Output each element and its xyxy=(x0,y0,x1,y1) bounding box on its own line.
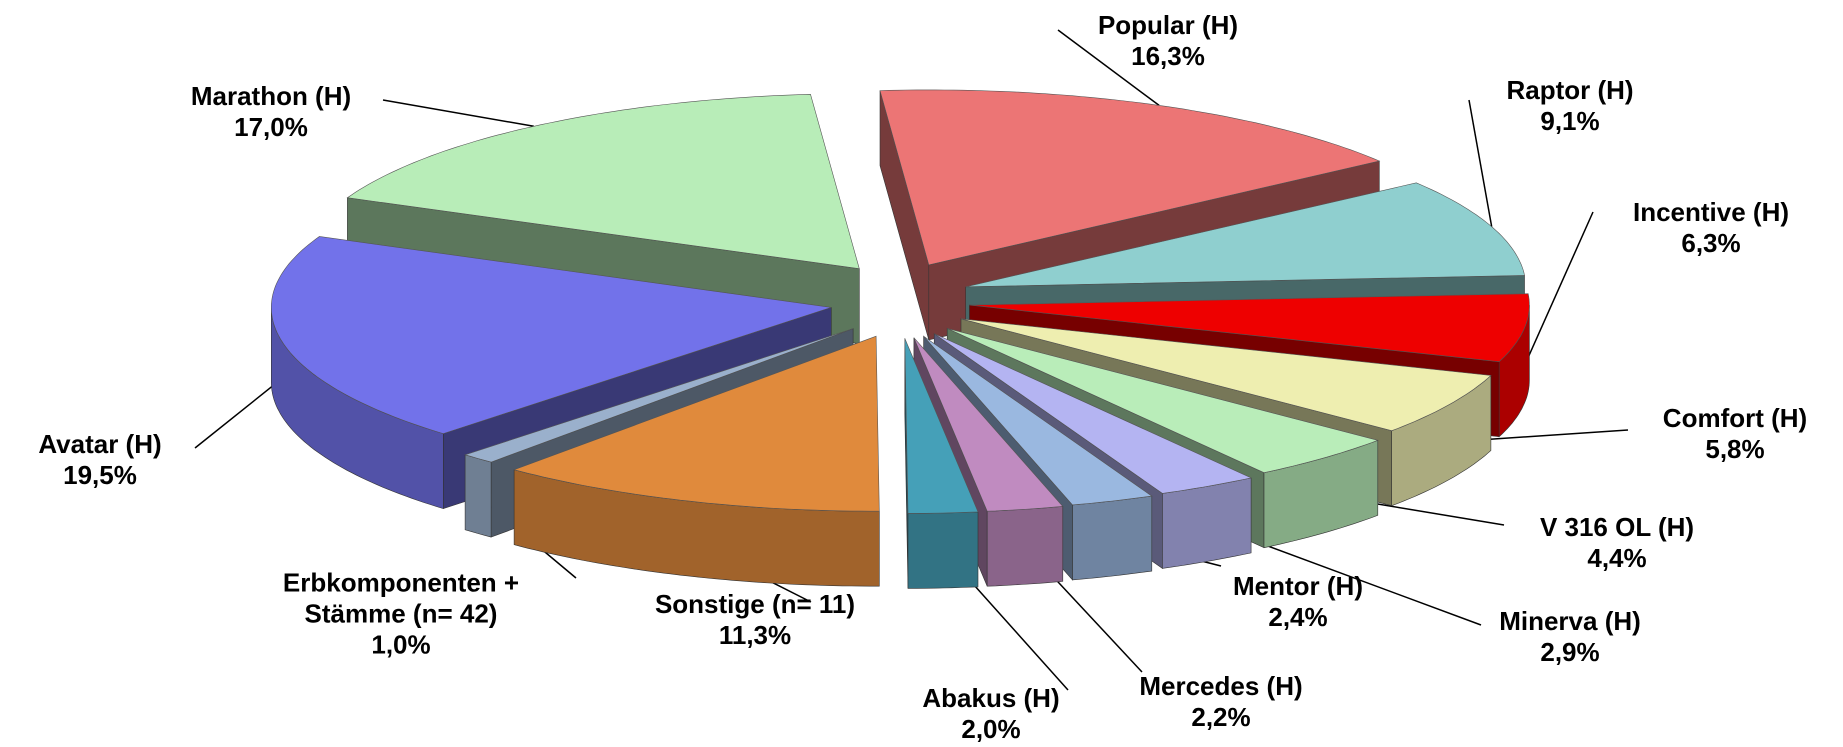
slice-name: Avatar (H) xyxy=(38,429,162,459)
leader-line xyxy=(1057,29,1160,107)
slice-label: Avatar (H) 19,5% xyxy=(38,429,161,491)
slice-value: 11,3% xyxy=(718,620,792,650)
slice-top xyxy=(464,328,854,463)
slice-label: Marathon (H) 17,0% xyxy=(191,81,351,143)
slice-top xyxy=(346,93,860,270)
slice-name: Abakus (H) xyxy=(922,683,1060,713)
slice-top xyxy=(934,333,1253,494)
slice-name: Comfort (H) xyxy=(1662,403,1808,433)
slice-value: 16,3% xyxy=(1131,41,1205,71)
slice-name: Minerva (H) xyxy=(1499,606,1641,636)
slice-top xyxy=(965,182,1525,288)
slice xyxy=(513,335,880,587)
slice-name: Mercedes (H) xyxy=(1139,671,1303,701)
slice-name: Incentive (H) xyxy=(1632,197,1790,227)
leader-line xyxy=(194,378,283,449)
slice-value: 19,5% xyxy=(63,460,137,490)
slice-label: Popular (H) 16,3% xyxy=(1098,10,1238,72)
slice-value: 2,4% xyxy=(1268,602,1328,632)
leader-lines xyxy=(194,29,1629,691)
slice-top xyxy=(513,335,880,512)
leader-line xyxy=(1468,99,1493,227)
slice-label: Abakus (H) 2,0% xyxy=(922,683,1059,745)
leader-line xyxy=(1523,211,1594,366)
slice-top xyxy=(904,338,979,514)
slice-value: 2,9% xyxy=(1540,637,1600,667)
slice-side xyxy=(986,506,1064,587)
slice-name: Sonstige (n= 11) xyxy=(654,589,856,619)
slice-value: 6,3% xyxy=(1681,228,1741,258)
slice-label: Raptor (H) 9,1% xyxy=(1506,75,1633,137)
slice-side xyxy=(1072,495,1153,581)
slice-name: Erbkomponenten + Stämme (n= 42) xyxy=(282,567,520,629)
slice-top xyxy=(879,89,1381,266)
slice-side xyxy=(464,454,492,538)
leader-line xyxy=(382,99,534,128)
slice-label: Erbkomponenten + Stämme (n= 42) 1,0% xyxy=(251,568,551,661)
slice-top xyxy=(913,337,1064,512)
slice-name: Marathon (H) xyxy=(190,81,352,111)
slice-label: Mercedes (H) 2,2% xyxy=(1139,671,1302,733)
slice-value: 2,2% xyxy=(1191,702,1251,732)
slice-label: Incentive (H) 6,3% xyxy=(1633,197,1789,259)
slice-name: Popular (H) xyxy=(1097,10,1239,40)
slice xyxy=(904,338,979,589)
slice-value: 4,4% xyxy=(1587,543,1647,573)
slice-top xyxy=(270,236,832,434)
slice-value: 1,0% xyxy=(371,629,431,660)
slice-label: Comfort (H) 5,8% xyxy=(1663,403,1807,465)
slice-label: Mentor (H) 2,4% xyxy=(1233,571,1363,633)
slice-value: 9,1% xyxy=(1540,106,1600,136)
slice-value: 17,0% xyxy=(234,112,308,142)
slice-name: V 316 OL (H) xyxy=(1539,512,1695,542)
slice-value: 2,0% xyxy=(961,714,1021,744)
slice-name: Raptor (H) xyxy=(1506,75,1634,105)
slice-top xyxy=(923,335,1153,506)
slice-value: 5,8% xyxy=(1705,434,1765,464)
slice-label: Minerva (H) 2,9% xyxy=(1499,606,1641,668)
slice-name: Mentor (H) xyxy=(1233,571,1363,601)
slice-side xyxy=(907,511,979,589)
slice-label: V 316 OL (H) 4,4% xyxy=(1540,512,1694,574)
slice-top xyxy=(969,293,1530,363)
slice-label: Sonstige (n= 11) 11,3% xyxy=(655,589,855,651)
slice-top xyxy=(960,318,1492,432)
slice-top xyxy=(947,328,1379,474)
